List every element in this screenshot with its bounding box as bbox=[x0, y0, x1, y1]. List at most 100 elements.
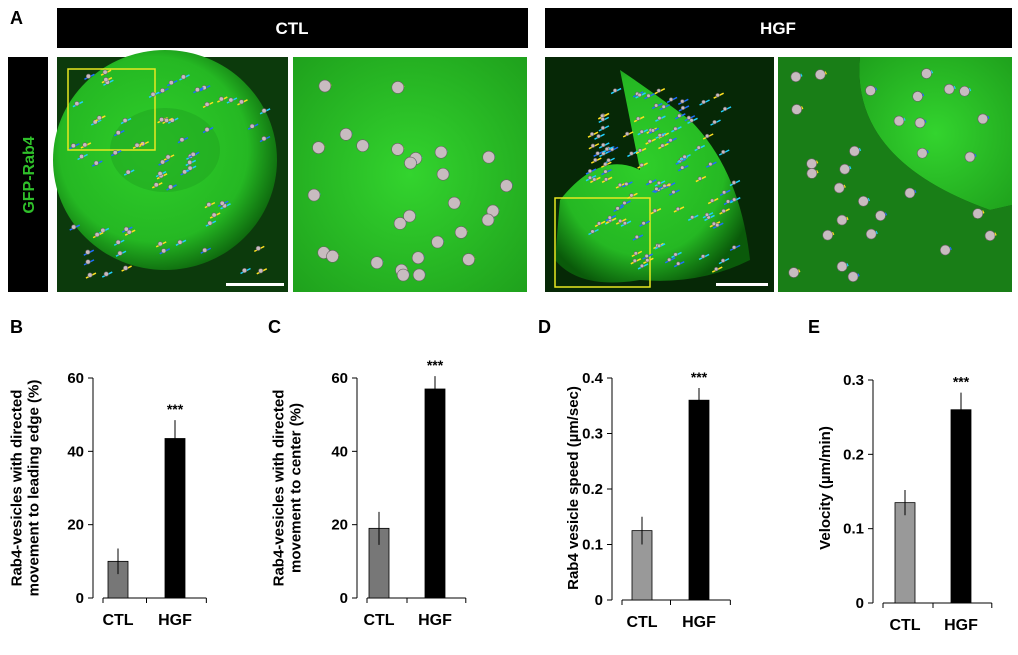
vesicle bbox=[622, 200, 627, 206]
vesicle bbox=[85, 249, 91, 255]
vesicle bbox=[836, 261, 848, 272]
significance: *** bbox=[953, 374, 970, 390]
vesicle bbox=[914, 117, 926, 129]
vesicle bbox=[790, 71, 802, 83]
vesicle bbox=[211, 212, 217, 218]
vesicle bbox=[202, 247, 208, 253]
vesicle bbox=[732, 245, 737, 250]
y-axis-label: Rab4-vesicles with directed bbox=[9, 390, 26, 587]
vesicle bbox=[647, 138, 652, 144]
vesicle bbox=[123, 226, 129, 232]
vesicle bbox=[921, 68, 932, 79]
vesicle bbox=[637, 92, 642, 98]
vesicle bbox=[87, 272, 93, 278]
vesicle bbox=[939, 244, 951, 256]
vesicle bbox=[454, 226, 468, 239]
vesicle bbox=[153, 182, 159, 188]
vesicle bbox=[720, 258, 726, 263]
vesicle bbox=[587, 168, 593, 174]
x-tick-label: CTL bbox=[626, 614, 657, 631]
vesicle bbox=[964, 151, 976, 163]
vesicle bbox=[168, 80, 174, 86]
vesicle bbox=[204, 127, 210, 133]
vesicle bbox=[370, 256, 384, 270]
vesicle bbox=[645, 258, 650, 263]
vesicle bbox=[70, 143, 76, 149]
vesicle bbox=[100, 227, 106, 233]
vesicle bbox=[680, 99, 685, 104]
panel-label: B bbox=[10, 317, 23, 337]
vesicle bbox=[984, 230, 996, 242]
vesicle bbox=[654, 103, 659, 108]
vesicle bbox=[261, 136, 267, 142]
significance: *** bbox=[691, 369, 708, 385]
vesicle bbox=[677, 113, 682, 118]
vesicle bbox=[806, 168, 818, 179]
vesicle bbox=[639, 129, 644, 134]
vesicle bbox=[194, 87, 200, 93]
vesicle bbox=[675, 206, 681, 212]
vesicle bbox=[179, 137, 185, 143]
y-tick-label: 0.3 bbox=[582, 426, 603, 443]
vesicle bbox=[134, 142, 140, 148]
vesicle bbox=[656, 88, 661, 93]
vesicle bbox=[689, 118, 694, 123]
vesicle bbox=[447, 196, 461, 210]
vesicle bbox=[791, 104, 803, 115]
y-tick-label: 0 bbox=[76, 590, 84, 607]
y-tick-label: 40 bbox=[67, 443, 84, 460]
vesicle bbox=[662, 183, 667, 188]
vesicle bbox=[673, 126, 678, 131]
vesicle bbox=[721, 149, 726, 155]
vesicle bbox=[836, 214, 848, 226]
vesicle bbox=[79, 154, 85, 160]
vesicle bbox=[865, 228, 877, 240]
vesicle bbox=[806, 158, 817, 170]
vesicle bbox=[632, 258, 637, 263]
vesicle bbox=[731, 180, 737, 185]
vesicle bbox=[722, 190, 727, 195]
vesicle bbox=[667, 257, 672, 262]
vesicle bbox=[673, 252, 678, 257]
x-tick-label: HGF bbox=[418, 612, 452, 629]
significance: *** bbox=[167, 401, 184, 417]
vesicle bbox=[676, 261, 681, 266]
vesicle bbox=[690, 215, 695, 220]
vesicle bbox=[161, 248, 167, 254]
vesicle bbox=[187, 165, 193, 171]
vesicle bbox=[912, 91, 923, 102]
panel-label: E bbox=[808, 317, 820, 337]
vesicle bbox=[157, 171, 163, 177]
vesicle bbox=[604, 146, 610, 152]
vesicle bbox=[462, 253, 475, 266]
vesicle bbox=[600, 125, 606, 130]
vesicle bbox=[661, 104, 666, 109]
y-tick-label: 0 bbox=[595, 592, 603, 609]
vesicle bbox=[646, 93, 651, 98]
vesicle bbox=[125, 169, 131, 175]
vesicle bbox=[858, 195, 869, 207]
vesicle bbox=[634, 234, 639, 240]
y-axis-label: Rab4-vesicles with directed bbox=[271, 390, 288, 587]
vesicle bbox=[725, 199, 731, 204]
vesicle bbox=[847, 271, 859, 283]
vesicle bbox=[629, 193, 634, 198]
vesicle bbox=[393, 217, 407, 230]
vesicle bbox=[708, 162, 713, 167]
vesicle bbox=[339, 128, 353, 141]
y-axis-label: movement to leading edge (%) bbox=[26, 380, 43, 597]
y-tick-label: 0.2 bbox=[582, 481, 603, 498]
vesicle bbox=[595, 151, 600, 156]
panel-label: C bbox=[268, 317, 281, 337]
x-tick-label: HGF bbox=[944, 617, 978, 634]
panel-label: D bbox=[538, 317, 551, 337]
x-tick-label: CTL bbox=[889, 617, 920, 634]
condition-header: CTL bbox=[275, 19, 308, 38]
vesicle bbox=[624, 181, 629, 187]
vesicle bbox=[326, 249, 339, 263]
vesicle bbox=[822, 229, 833, 241]
vesicle bbox=[639, 263, 645, 269]
vesicle bbox=[596, 221, 602, 226]
vesicle bbox=[875, 210, 886, 221]
vesicle bbox=[833, 182, 845, 194]
